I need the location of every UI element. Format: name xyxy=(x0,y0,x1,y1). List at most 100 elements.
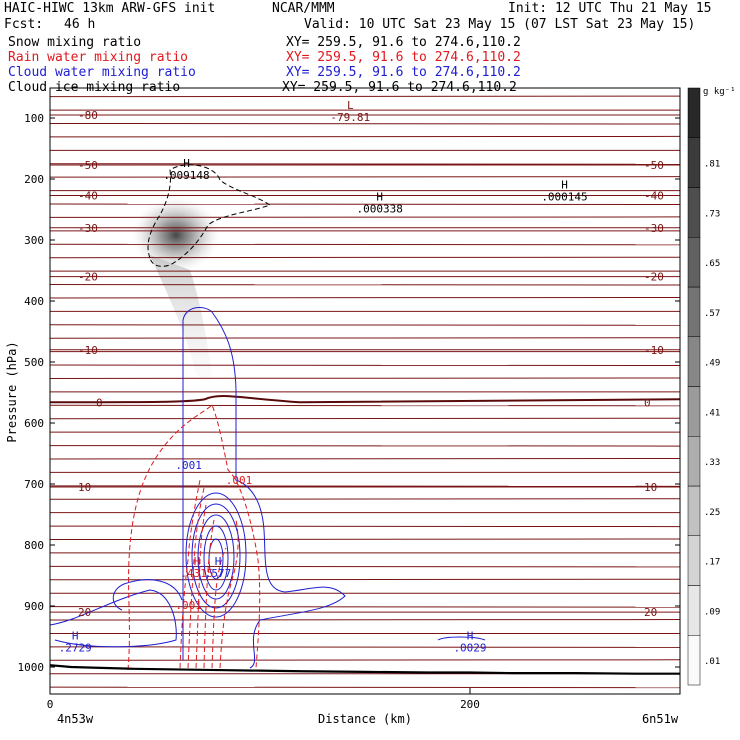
extremum-H: H xyxy=(72,630,79,643)
extremum-value: .577 xyxy=(205,567,232,580)
isotherm-label-left: 20 xyxy=(78,606,91,619)
isotherm-label-left: -40 xyxy=(78,189,98,202)
field-xy-snow: XY= 259.5, 91.6 to 274.6,110.2 xyxy=(286,35,521,50)
colorbar-tick-label: .09 xyxy=(704,607,720,617)
contour-label: .001 xyxy=(175,459,202,472)
field-name-snow: Snow mixing ratio xyxy=(8,35,142,50)
extremum-H: H xyxy=(467,630,474,643)
cloud-water-contour-outer xyxy=(182,307,237,660)
isotherm-line xyxy=(50,135,680,138)
cloud-water-contour-east xyxy=(235,479,346,669)
colorbar-segment xyxy=(687,535,701,586)
colorbar-segment xyxy=(687,286,701,337)
isotherm-line xyxy=(50,95,680,98)
terrain-line xyxy=(50,664,680,675)
isotherm-line xyxy=(50,176,680,178)
y-tick-label: 600 xyxy=(24,417,44,430)
y-axis-label: Pressure (hPa) xyxy=(5,341,19,442)
colorbar-segment xyxy=(687,336,701,387)
isotherm-label-right: -40 xyxy=(644,189,664,202)
colorbar-segment xyxy=(687,585,701,636)
hydrometeor-contours xyxy=(50,164,486,671)
isotherm-line xyxy=(50,525,680,528)
rain-contour-3 xyxy=(195,504,207,669)
fcst-label: Fcst: xyxy=(4,17,44,32)
field-xy-cloud-water: XY= 259.5, 91.6 to 274.6,110.2 xyxy=(286,65,521,80)
extremum-H: H xyxy=(194,555,201,568)
terrain-surface xyxy=(50,664,680,675)
isotherm-label-left: -50 xyxy=(78,159,98,172)
extremum-H: H xyxy=(376,190,383,203)
y-tick-label: 200 xyxy=(24,173,44,186)
y-tick-label: 300 xyxy=(24,234,44,247)
isotherm-label-left: -30 xyxy=(78,222,98,235)
isotherm-line xyxy=(50,646,680,648)
temperature-contours xyxy=(50,95,680,689)
snow-plume xyxy=(150,255,212,381)
colorbar-tick-label: .73 xyxy=(704,209,720,219)
contour-label: .001 xyxy=(175,599,202,612)
isotherm-line xyxy=(50,324,680,326)
colorbar-segment xyxy=(687,187,701,238)
colorbar-segment xyxy=(687,436,701,487)
cloud-ice-contour xyxy=(147,164,272,267)
isotherm-label-right: -50 xyxy=(644,159,664,172)
field-xy-rain: XY= 259.5, 91.6 to 274.6,110.2 xyxy=(286,50,521,65)
x-axis-label: Distance (km) xyxy=(318,712,412,726)
colorbar-tick-label: .25 xyxy=(704,508,720,518)
contour-label: .001 xyxy=(226,474,253,487)
isotherm-label-right: -10 xyxy=(644,344,664,357)
colorbar-tick-label: .81 xyxy=(704,160,720,170)
field-name-cloud-water: Cloud water mixing ratio xyxy=(8,65,196,80)
rain-contour-outer xyxy=(127,404,261,671)
isotherm-label-right: 20 xyxy=(644,606,657,619)
colorbar-tick-label: .01 xyxy=(704,657,720,667)
isotherm-line xyxy=(50,538,680,541)
extremum-value: .000145 xyxy=(541,190,587,203)
extremum-value: .0029 xyxy=(453,642,486,655)
valid-time: Valid: 10 UTC Sat 23 May 15 (07 LST Sat … xyxy=(304,17,696,32)
y-tick-label: 100 xyxy=(24,112,44,125)
rain-contour-6 xyxy=(219,519,239,669)
cloud-water-core-rings xyxy=(185,492,247,618)
y-tick-label: 1000 xyxy=(18,661,45,674)
x-tick-label: 200 xyxy=(460,698,480,711)
isotherm-line xyxy=(50,163,680,165)
extremum-H: H xyxy=(215,555,222,568)
isotherm-line xyxy=(50,659,680,661)
isotherm-label-left: -10 xyxy=(78,344,98,357)
isotherm-line xyxy=(50,417,680,420)
x-tick-label: 0 xyxy=(47,698,54,711)
isotherm-line xyxy=(50,256,680,259)
colorbar-segment xyxy=(687,237,701,288)
isotherm-line xyxy=(50,364,680,367)
isotherm-line xyxy=(50,578,680,581)
extremum-H: H xyxy=(183,157,190,170)
isotherm-line xyxy=(50,606,680,608)
extremum-L: L xyxy=(347,99,354,112)
header: HAIC-HIWC 13km ARW-GFS init NCAR/MMM Ini… xyxy=(0,0,740,96)
isotherm-line xyxy=(50,203,680,206)
isotherm-line xyxy=(50,404,680,407)
cloud-water-contour-small xyxy=(437,636,486,641)
snow-core xyxy=(132,197,220,273)
extremum-value: .000338 xyxy=(357,202,403,215)
snow-shading xyxy=(132,197,220,381)
isotherm-0 xyxy=(50,395,680,404)
isotherm-line xyxy=(50,485,680,487)
isotherm-label-left: 0 xyxy=(96,396,103,409)
isotherm-label-left: -80 xyxy=(78,109,98,122)
model-title: HAIC-HIWC 13km ARW-GFS init xyxy=(4,1,216,16)
isotherm-label-left: -20 xyxy=(78,271,98,284)
colorbar-segment xyxy=(687,87,701,138)
colorbar-segment xyxy=(687,137,701,188)
colorbar-unit: g kg⁻¹ xyxy=(703,87,736,97)
colorbar-tick-label: .41 xyxy=(704,408,720,418)
isotherm-line xyxy=(50,283,680,286)
isotherm-label-left: 10 xyxy=(78,481,91,494)
isotherm-line xyxy=(50,619,680,621)
init-time: Init: 12 UTC Thu 21 May 15 xyxy=(508,1,712,16)
x-endpoint-right: 6n51w xyxy=(642,712,679,726)
y-tick-label: 500 xyxy=(24,356,44,369)
